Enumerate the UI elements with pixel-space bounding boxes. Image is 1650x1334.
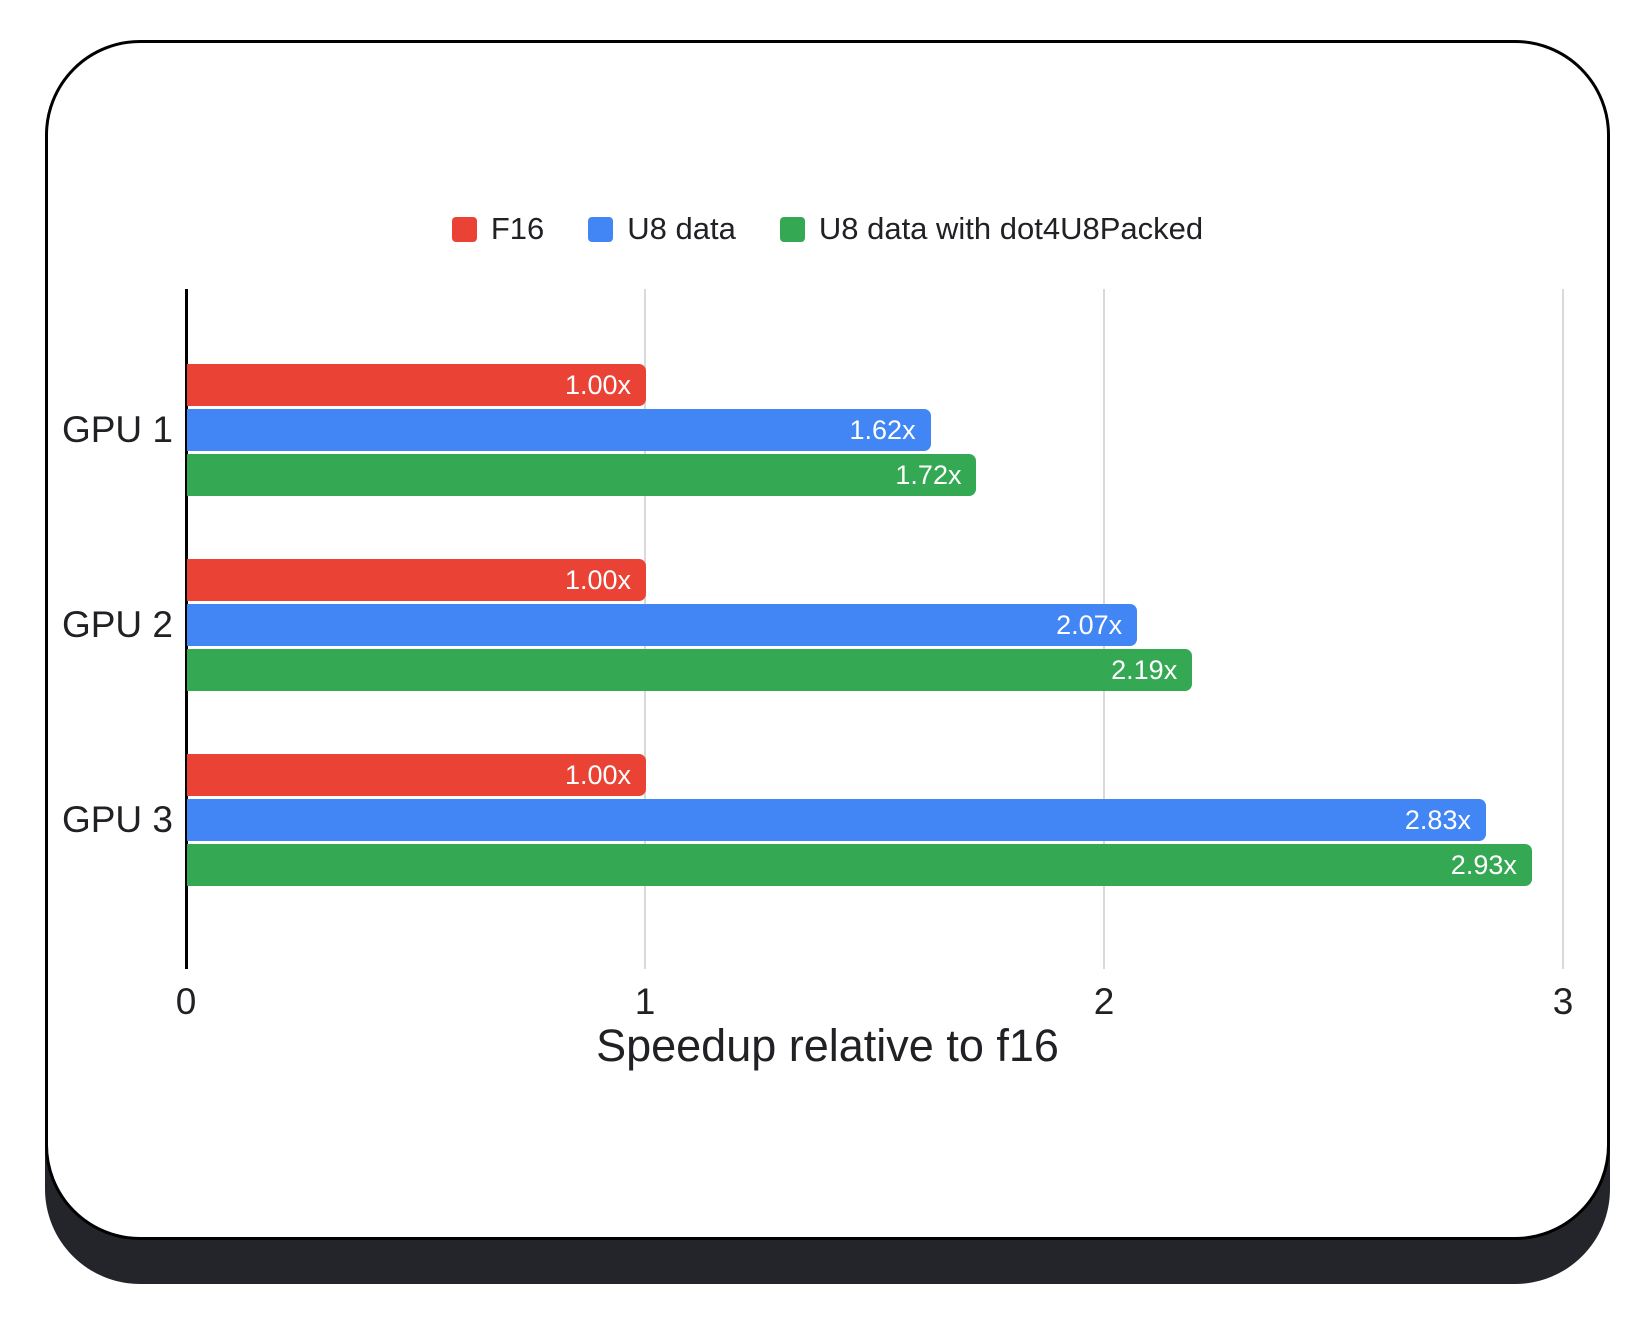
gridline [1562, 289, 1564, 969]
bar-f16-gpu-2: 1.00x [187, 559, 646, 601]
x-axis-title: Speedup relative to f16 [596, 1020, 1059, 1071]
legend-swatch [451, 216, 477, 242]
bar-f16-gpu-1: 1.00x [187, 364, 646, 406]
legend-label: F16 [490, 211, 545, 246]
bar-value-label: 1.00x [564, 564, 631, 595]
bar-u8-data-with-dot4u8packed-gpu-1: 1.72x [187, 454, 977, 496]
bar-u8-data-gpu-1: 1.62x [187, 409, 931, 451]
bar-value-label: 2.07x [1056, 609, 1123, 640]
bar-u8-data-with-dot4u8packed-gpu-3: 2.93x [187, 844, 1532, 886]
bar-u8-data-gpu-3: 2.83x [187, 799, 1486, 841]
x-tick-label: 2 [1093, 981, 1115, 1022]
legend-label: U8 data [627, 211, 736, 246]
x-tick-label: 0 [175, 981, 197, 1022]
legend-swatch [588, 216, 614, 242]
y-axis-line [185, 289, 188, 969]
bar-value-label: 1.62x [849, 414, 916, 445]
legend-label: U8 data with dot4U8Packed [818, 211, 1204, 246]
category-label-gpu-2: GPU 2 [61, 604, 173, 645]
legend-item-u8-data: U8 data [588, 211, 736, 247]
x-tick-label: 3 [1552, 981, 1574, 1022]
bar-value-label: 1.72x [895, 459, 962, 490]
legend-item-u8-data-with-dot4u8packed: U8 data with dot4U8Packed [779, 211, 1204, 247]
bar-value-label: 2.19x [1111, 654, 1178, 685]
bar-u8-data-gpu-2: 2.07x [187, 604, 1138, 646]
category-label-gpu-1: GPU 1 [61, 409, 173, 450]
bar-value-label: 1.00x [564, 759, 631, 790]
x-tick-label: 1 [634, 981, 656, 1022]
legend-swatch [779, 216, 805, 242]
plot-area: 0 1 2 3 1.00x 1.62x 1.72x GPU 1 1.00x 2.07x 2.19x G… [48, 43, 1607, 1237]
chart-legend: F16 U8 data U8 data with dot4U8Packed [48, 211, 1607, 247]
bar-u8-data-with-dot4u8packed-gpu-2: 2.19x [187, 649, 1193, 691]
bar-f16-gpu-3: 1.00x [187, 754, 646, 796]
chart-card: F16 U8 data U8 data with dot4U8Packed 0 1 2 3… [45, 40, 1610, 1240]
category-label-gpu-3: GPU 3 [61, 799, 173, 840]
bar-value-label: 2.93x [1450, 849, 1517, 880]
bar-value-label: 1.00x [564, 369, 631, 400]
legend-item-f16: F16 [451, 211, 545, 247]
bar-value-label: 2.83x [1404, 804, 1471, 835]
